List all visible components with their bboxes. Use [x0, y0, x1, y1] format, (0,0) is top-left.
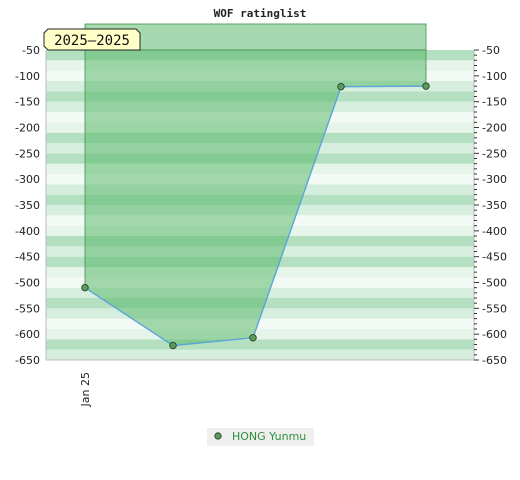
y-tick-label-left: -500 [15, 277, 40, 290]
x-axis-labels: Jan 25 [79, 372, 92, 407]
data-point [337, 82, 345, 91]
chart-title: WOF ratinglist [214, 7, 307, 20]
y-tick-label-right: -650 [482, 354, 507, 367]
y-tick-label-right: -300 [482, 173, 507, 186]
y-tick-label-left: -600 [15, 328, 40, 341]
y-axis-right-labels: -50 -100 -150 -200 -250 -300 -350 -400 -450 -500 -… [482, 44, 507, 367]
y-tick-label-left: -250 [15, 147, 40, 160]
axes [45, 49, 479, 361]
y-tick-label-left: -200 [15, 122, 40, 135]
area-layer [81, 23, 430, 350]
legend-marker [214, 432, 222, 440]
y-axis-left-labels: -50 -100 -150 -200 -250 -300 -350 -400 -450 -500 -… [15, 44, 40, 367]
y-tick-label-right: -50 [482, 44, 500, 57]
data-point [81, 283, 89, 292]
y-tick-label-right: -350 [482, 199, 507, 212]
legend-box [207, 428, 314, 446]
y-tick-label-left: -150 [15, 96, 40, 109]
y-tick-label-right: -150 [482, 96, 507, 109]
legend-label: HONG Yunmu [232, 430, 306, 443]
legend: HONG Yunmu [207, 428, 314, 446]
grid-band [46, 329, 474, 340]
period-badge: 2025–2025 [43, 28, 141, 51]
y-tick-label-left: -450 [15, 251, 40, 264]
y-tick-label-right: -600 [482, 328, 507, 341]
grid-band [46, 339, 474, 350]
grid-band [46, 318, 474, 329]
data-point [169, 341, 177, 350]
y-tick-label-left: -650 [15, 354, 40, 367]
y-tick-label-right: -500 [482, 277, 507, 290]
period-badge-text: 2025–2025 [54, 33, 130, 49]
area-top-extension [84, 23, 427, 51]
y-tick-label-left: -550 [15, 302, 40, 315]
y-tick-label-right: -550 [482, 302, 507, 315]
y-tick-label-left: -50 [22, 44, 40, 57]
period-badge-box [43, 28, 141, 51]
y-tick-label-right: -250 [482, 147, 507, 160]
x-tick-label: Jan 25 [79, 372, 92, 407]
grid-band [46, 349, 474, 360]
y-tick-label-left: -400 [15, 225, 40, 238]
y-tick-label-left: -100 [15, 70, 40, 83]
y-tick-label-right: -400 [482, 225, 507, 238]
y-tick-label-right: -200 [482, 122, 507, 135]
y-tick-label-right: -450 [482, 251, 507, 264]
y-tick-label-left: -350 [15, 199, 40, 212]
data-point [422, 82, 430, 90]
y-tick-label-left: -300 [15, 173, 40, 186]
y-tick-label-right: -100 [482, 70, 507, 83]
data-point [249, 334, 257, 342]
